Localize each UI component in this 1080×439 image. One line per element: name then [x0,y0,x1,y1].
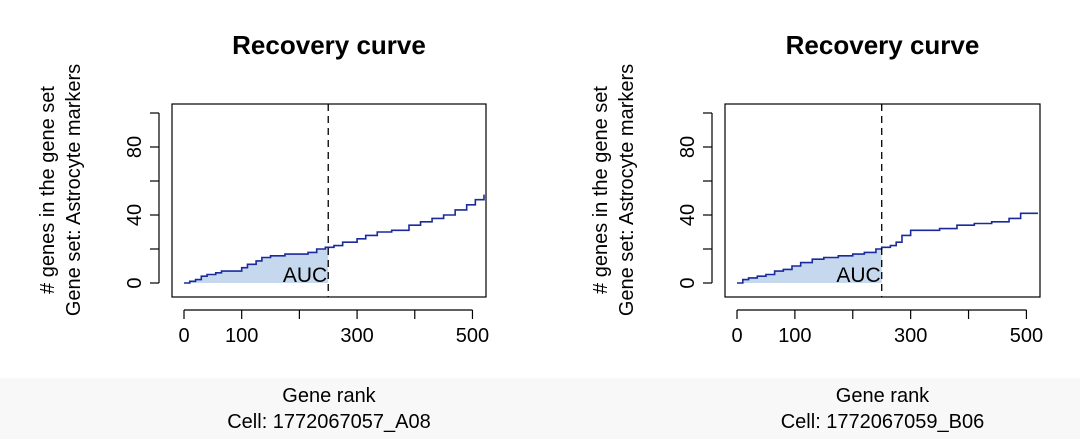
y-tick-label: 40 [677,204,699,226]
plot-frame [724,103,1041,298]
gene-set-label: Gene set: Astrocyte markers [616,64,638,316]
x-tick-label: 300 [894,325,927,347]
chart-panel-1: AUC 0 40 80 0 100 300 500 Recovery curve Gene ran… [37,30,489,433]
y-tick-label: 40 [124,204,146,226]
auc-label: AUC [283,264,327,287]
y-tick-label: 80 [677,136,699,158]
cell-label: Cell: 1772067057_A08 [227,411,431,433]
x-tick-label: 100 [225,325,258,347]
y-tick-label: 0 [677,277,699,288]
recovery-curve-line [184,194,485,284]
x-tick-label: 100 [778,325,811,347]
recovery-curve-line [737,212,1038,284]
gene-set-label: Gene set: Astrocyte markers [63,64,85,316]
x-tick-label: 0 [178,325,189,347]
y-axis-label: # genes in the gene set [37,86,59,294]
bottom-band [0,378,1080,439]
x-axis-label: Gene rank [836,385,930,407]
chart-title: Recovery curve [786,30,980,60]
chart-title: Recovery curve [232,30,426,60]
y-axis-label: # genes in the gene set [590,86,612,294]
y-tick-label: 0 [124,277,146,288]
auc-label: AUC [836,264,880,287]
x-tick-label: 500 [456,325,489,347]
y-tick-label: 80 [124,136,146,158]
x-axis-label: Gene rank [282,385,376,407]
chart-panel-2: AUC 0 40 80 0 100 300 500 Recovery curve Gene ran… [590,30,1043,433]
cell-label: Cell: 1772067059_B06 [781,411,985,433]
auc-area [184,247,329,283]
x-tick-label: 500 [1010,325,1043,347]
x-tick-label: 300 [340,325,373,347]
x-tick-label: 0 [731,325,742,347]
plot-frame [171,103,487,298]
